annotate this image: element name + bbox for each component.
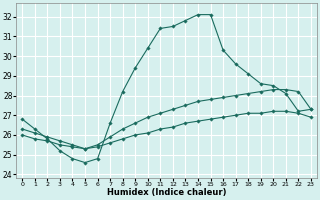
X-axis label: Humidex (Indice chaleur): Humidex (Indice chaleur) [107,188,226,197]
